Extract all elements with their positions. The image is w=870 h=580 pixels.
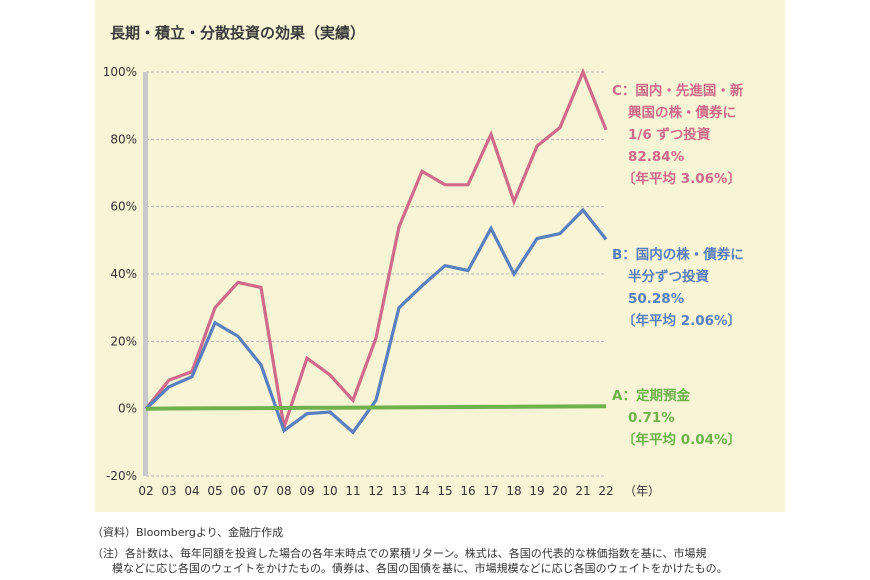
- x-tick-label: 19: [529, 484, 544, 498]
- x-tick-label: 15: [437, 484, 452, 498]
- x-tick-label: 03: [161, 484, 176, 498]
- legend-b-average: 〔年平均 2.06%〕: [622, 313, 742, 329]
- x-tick-label: 10: [322, 484, 337, 498]
- legend-b-line: 半分ずつ投資: [628, 269, 709, 285]
- x-tick-label: 06: [230, 484, 245, 498]
- series-line-b: [144, 207, 608, 435]
- y-tick-label: 40%: [110, 267, 137, 281]
- footnote: （注）各計数は、毎年同額を投資した場合の各年末時点での累積リターン。株式は、各国…: [92, 546, 782, 576]
- legend-c-average: 〔年平均 3.06%〕: [622, 171, 742, 187]
- x-tick-label: 16: [460, 484, 475, 498]
- y-tick-label: 0%: [118, 402, 137, 416]
- x-unit-label: （年）: [624, 484, 660, 498]
- line-chart: 100% 80% 60% 40% 20% 0% -20%02 03 04 05 06 07 08 09 10…: [103, 65, 660, 498]
- y-tick-label: -20%: [106, 469, 137, 483]
- x-tick-label: 18: [506, 484, 521, 498]
- legend-c-line: 興国の株・債券に: [628, 105, 736, 121]
- x-tick-label: 21: [575, 484, 590, 498]
- y-tick-label: 20%: [110, 334, 137, 348]
- legend-c-value: 82.84%: [628, 149, 685, 165]
- legend-c-line: C：国内・先進国・新: [612, 83, 744, 99]
- footnote-line: 模などに応じ各国のウェイトをかけたもの。債券は、各国の国債を基に、市場規模などに…: [112, 562, 728, 575]
- source-note: （資料）Bloombergより、金融庁作成: [92, 526, 284, 539]
- legend-b-line: B：国内の株・債券に: [612, 247, 744, 263]
- x-tick-label: 14: [414, 484, 429, 498]
- series-line-a: [145, 404, 607, 411]
- y-axis: [143, 72, 148, 476]
- legend-series-b: B：国内の株・債券に 半分ずつ投資 50.28% 〔年平均 2.06%〕: [612, 244, 744, 332]
- chart-title: 長期・積立・分散投資の効果（実績）: [110, 24, 366, 42]
- y-tick-label: 80%: [110, 132, 137, 146]
- legend-a-value: 0.71%: [628, 410, 675, 426]
- x-tick-label: 05: [207, 484, 222, 498]
- x-tick-label: 09: [299, 484, 314, 498]
- x-tick-label: 08: [276, 484, 291, 498]
- legend-c-line: 1/6 ずつ投資: [628, 127, 711, 143]
- chart-panel: [95, 0, 785, 512]
- x-tick-label: 17: [483, 484, 498, 498]
- x-tick-label: 20: [552, 484, 567, 498]
- y-tick-label: 100%: [103, 65, 137, 79]
- y-tick-label: 60%: [110, 200, 137, 214]
- x-tick-label: 12: [368, 484, 383, 498]
- legend-series-a: A：定期預金 0.71% 〔年平均 0.04%〕: [612, 385, 741, 451]
- legend-a-line: A：定期預金: [612, 388, 690, 404]
- series-line-c: [144, 67, 608, 428]
- x-tick-label: 11: [345, 484, 360, 498]
- x-tick-label: 22: [598, 484, 613, 498]
- legend-b-value: 50.28%: [628, 291, 685, 307]
- legend-series-c: C：国内・先進国・新 興国の株・債券に 1/6 ずつ投資 82.84% 〔年平均…: [612, 80, 743, 190]
- legend-a-average: 〔年平均 0.04%〕: [622, 432, 742, 448]
- x-tick-label: 07: [253, 484, 268, 498]
- x-tick-label: 13: [391, 484, 406, 498]
- x-tick-label: 04: [184, 484, 199, 498]
- footnote-line: （注）各計数は、毎年同額を投資した場合の各年末時点での累積リターン。株式は、各国…: [92, 547, 707, 560]
- x-tick-label: 02: [138, 484, 153, 498]
